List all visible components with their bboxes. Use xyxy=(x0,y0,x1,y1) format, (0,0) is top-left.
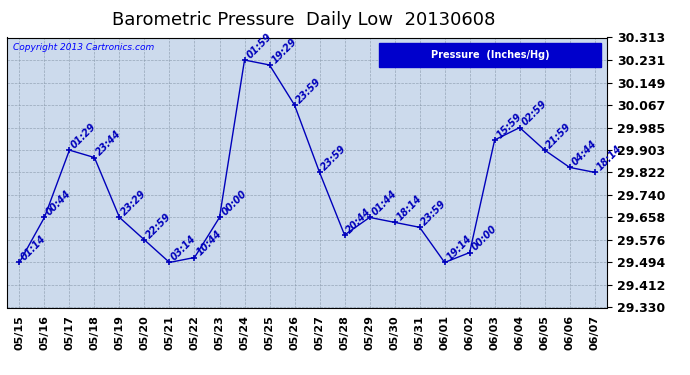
Text: 18:14: 18:14 xyxy=(595,144,624,172)
Text: 19:29: 19:29 xyxy=(270,36,299,65)
Text: 10:44: 10:44 xyxy=(195,229,224,258)
Text: 00:00: 00:00 xyxy=(470,224,499,253)
Text: 00:44: 00:44 xyxy=(44,189,73,218)
Text: 23:59: 23:59 xyxy=(420,198,448,227)
Bar xyxy=(379,43,601,67)
Text: 23:59: 23:59 xyxy=(295,76,324,105)
Text: Pressure  (Inches/Hg): Pressure (Inches/Hg) xyxy=(431,50,549,60)
Text: 18:14: 18:14 xyxy=(395,194,424,222)
Text: 23:44: 23:44 xyxy=(95,129,124,158)
Text: 04:44: 04:44 xyxy=(570,138,599,167)
Text: 01:44: 01:44 xyxy=(370,189,399,218)
Text: 22:59: 22:59 xyxy=(144,211,173,240)
Text: 23:29: 23:29 xyxy=(119,189,148,218)
Text: 00:00: 00:00 xyxy=(219,189,248,218)
Text: 01:14: 01:14 xyxy=(19,234,48,262)
Text: 01:59: 01:59 xyxy=(244,31,273,60)
Text: 02:59: 02:59 xyxy=(520,99,549,128)
Text: 19:14: 19:14 xyxy=(444,234,473,262)
Text: 23:59: 23:59 xyxy=(319,144,348,172)
Text: 03:14: 03:14 xyxy=(170,234,199,262)
Text: 20:44: 20:44 xyxy=(344,206,373,235)
Text: 15:59: 15:59 xyxy=(495,111,524,140)
Text: 21:59: 21:59 xyxy=(544,121,573,150)
Text: 01:29: 01:29 xyxy=(70,121,99,150)
Text: Barometric Pressure  Daily Low  20130608: Barometric Pressure Daily Low 20130608 xyxy=(112,11,495,29)
Text: Copyright 2013 Cartronics.com: Copyright 2013 Cartronics.com xyxy=(13,43,154,52)
